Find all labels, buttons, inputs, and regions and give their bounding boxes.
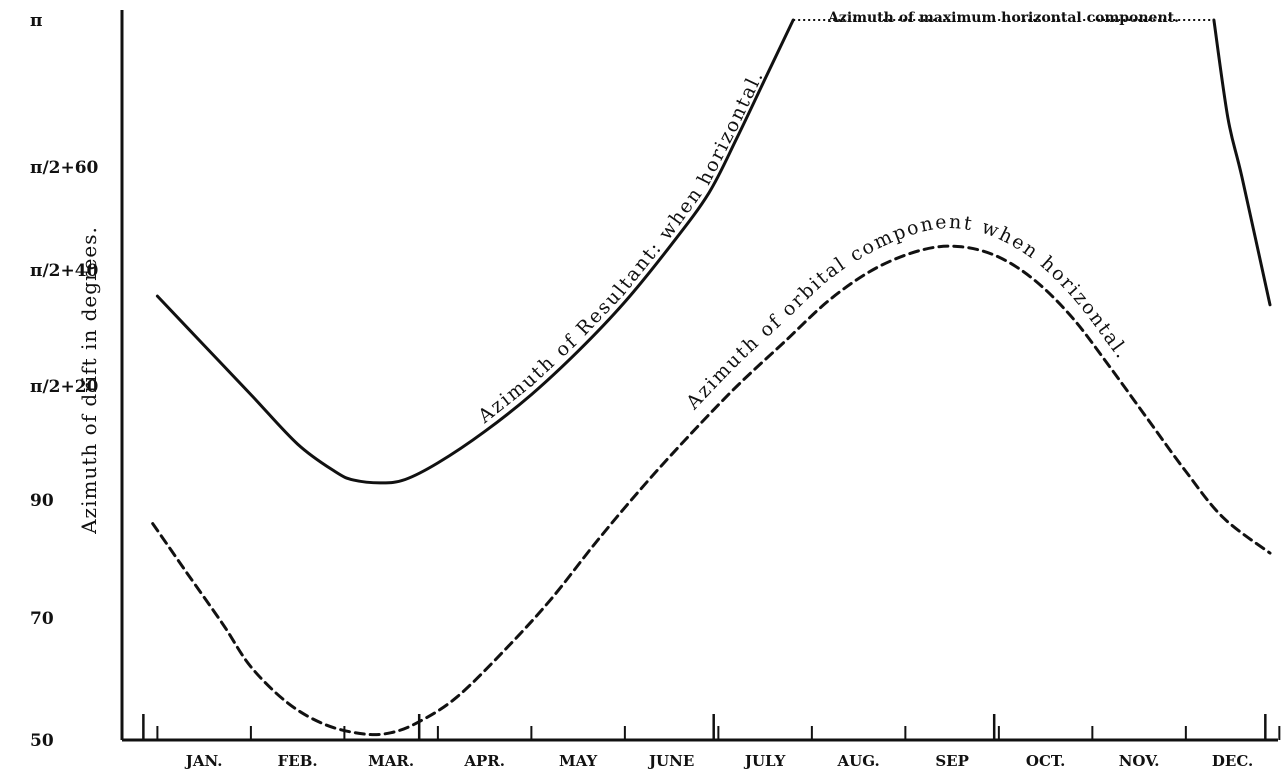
x-tick-label: JUNE [647, 752, 694, 770]
x-tick-label: APR. [463, 752, 505, 770]
max-horizontal-label: Azimuth of maximum horizontal component. [827, 10, 1179, 26]
y-tick-label: π [30, 11, 42, 31]
x-tick-label: SEP [935, 752, 969, 770]
series-line-2 [1212, 18, 1272, 307]
x-axis-ticks: JAN. FEB. MAR. APR. MAY JUNE JULY AUG. SEP OCT. NO… [142, 714, 1281, 770]
series-layer [151, 18, 1272, 737]
x-tick-label: JULY [743, 752, 786, 770]
y-tick-label: 90 [30, 491, 54, 511]
x-tick-label: JAN. [184, 752, 223, 770]
x-tick-label: AUG. [837, 752, 880, 770]
x-tick-label: OCT. [1026, 752, 1065, 770]
x-tick-label: FEB. [278, 752, 318, 770]
series-line-0 [155, 18, 795, 485]
y-tick-label: π/2+60 [30, 158, 99, 178]
axes [120, 10, 1278, 742]
x-tick-label: MAR. [368, 752, 414, 770]
y-tick-label: 70 [30, 609, 54, 629]
y-tick-label: π/2+20 [30, 377, 99, 397]
y-axis-ticks: 50 70 90 π/2+20 π/2+40 π/2+60 π Azimuth of drif… [30, 11, 101, 751]
series-line-3 [151, 244, 1272, 737]
y-axis-title: Azimuth of drift in degrees. [77, 226, 101, 535]
x-tick-label: NOV. [1119, 752, 1160, 770]
y-tick-label: 50 [30, 731, 54, 751]
x-tick-label: DEC. [1212, 752, 1253, 770]
x-tick-label: MAY [559, 752, 597, 770]
y-tick-label: π/2+40 [30, 261, 99, 281]
label-layer: Azimuth of Resultant: when horizontal.Az… [473, 10, 1179, 428]
